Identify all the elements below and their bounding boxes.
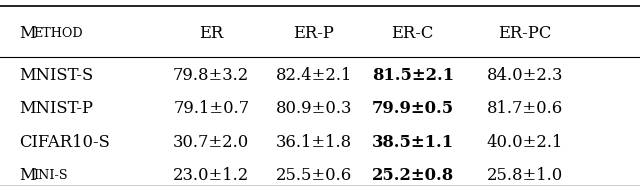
- Text: 25.8±1.0: 25.8±1.0: [486, 167, 563, 184]
- Text: MNIST-P: MNIST-P: [19, 100, 93, 117]
- Text: 30.7±2.0: 30.7±2.0: [173, 134, 250, 151]
- Text: 82.4±2.1: 82.4±2.1: [275, 67, 352, 84]
- Text: 79.1±0.7: 79.1±0.7: [173, 100, 249, 117]
- Text: 79.9±0.5: 79.9±0.5: [372, 100, 454, 117]
- Text: ER: ER: [199, 25, 223, 42]
- Text: 80.9±0.3: 80.9±0.3: [275, 100, 352, 117]
- Text: 38.5±1.1: 38.5±1.1: [372, 134, 454, 151]
- Text: 40.0±2.1: 40.0±2.1: [486, 134, 563, 151]
- Text: 79.8±3.2: 79.8±3.2: [173, 67, 250, 84]
- Text: ER-PC: ER-PC: [498, 25, 552, 42]
- Text: ER-P: ER-P: [293, 25, 334, 42]
- Text: INI-S: INI-S: [33, 169, 68, 182]
- Text: 25.2±0.8: 25.2±0.8: [372, 167, 454, 184]
- Text: CIFAR10-S: CIFAR10-S: [19, 134, 110, 151]
- Text: M: M: [19, 167, 36, 184]
- Text: 81.5±2.1: 81.5±2.1: [372, 67, 454, 84]
- Text: M: M: [19, 25, 36, 42]
- Text: ER-C: ER-C: [392, 25, 434, 42]
- Text: 23.0±1.2: 23.0±1.2: [173, 167, 250, 184]
- Text: ETHOD: ETHOD: [33, 27, 83, 40]
- Text: MNIST-S: MNIST-S: [19, 67, 93, 84]
- Text: 25.5±0.6: 25.5±0.6: [275, 167, 352, 184]
- Text: 36.1±1.8: 36.1±1.8: [276, 134, 351, 151]
- Text: 84.0±2.3: 84.0±2.3: [486, 67, 563, 84]
- Text: 81.7±0.6: 81.7±0.6: [486, 100, 563, 117]
